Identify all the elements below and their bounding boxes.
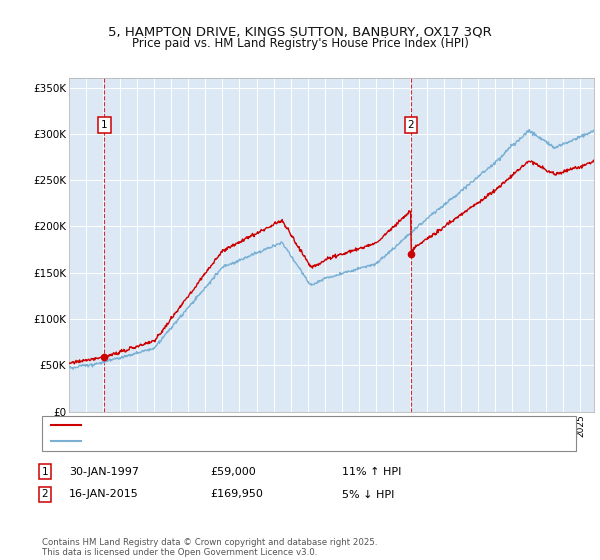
- Text: 1: 1: [101, 120, 108, 130]
- Text: HPI: Average price, semi-detached house, West Northamptonshire: HPI: Average price, semi-detached house,…: [88, 436, 412, 446]
- Text: 2: 2: [41, 489, 49, 500]
- Text: 11% ↑ HPI: 11% ↑ HPI: [342, 466, 401, 477]
- Text: Contains HM Land Registry data © Crown copyright and database right 2025.
This d: Contains HM Land Registry data © Crown c…: [42, 538, 377, 557]
- Text: 30-JAN-1997: 30-JAN-1997: [69, 466, 139, 477]
- Text: Price paid vs. HM Land Registry's House Price Index (HPI): Price paid vs. HM Land Registry's House …: [131, 37, 469, 50]
- Text: 16-JAN-2015: 16-JAN-2015: [69, 489, 139, 500]
- Text: 5% ↓ HPI: 5% ↓ HPI: [342, 489, 394, 500]
- Text: 1: 1: [41, 466, 49, 477]
- Text: £169,950: £169,950: [210, 489, 263, 500]
- Text: 5, HAMPTON DRIVE, KINGS SUTTON, BANBURY, OX17 3QR: 5, HAMPTON DRIVE, KINGS SUTTON, BANBURY,…: [108, 26, 492, 39]
- Text: 5, HAMPTON DRIVE, KINGS SUTTON, BANBURY, OX17 3QR (semi-detached house): 5, HAMPTON DRIVE, KINGS SUTTON, BANBURY,…: [88, 421, 488, 431]
- Text: £59,000: £59,000: [210, 466, 256, 477]
- Text: 2: 2: [407, 120, 414, 130]
